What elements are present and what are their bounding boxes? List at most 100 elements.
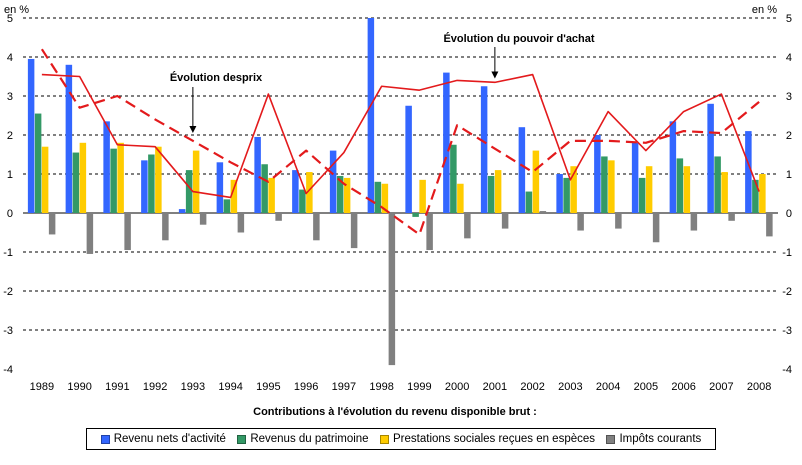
annotations: Évolution du pouvoir d'achat Évolution de…: [170, 32, 595, 134]
legend-entry: Revenu nets d'activité: [100, 433, 226, 445]
bar: [556, 174, 563, 213]
y-tick-label-right: 0: [786, 208, 792, 220]
bar: [79, 142, 87, 213]
x-tick-label: 1996: [294, 381, 318, 393]
line-series: [40, 48, 760, 236]
annotation-arrow-head: [491, 71, 499, 79]
bar: [261, 164, 268, 213]
y-tick-label-left: -1: [3, 247, 13, 259]
bar: [457, 183, 464, 213]
bar: [608, 160, 615, 213]
bar: [336, 175, 344, 213]
x-tick-label: 2007: [709, 381, 733, 393]
legend-entry: Revenus du patrimoine: [237, 433, 369, 445]
legend-label: Prestations sociales reçues en espèces: [393, 433, 596, 445]
bar: [72, 152, 80, 213]
bar: [714, 156, 721, 213]
bar: [299, 189, 306, 213]
bar: [464, 213, 471, 239]
bar: [707, 103, 714, 213]
bar: [745, 131, 752, 213]
bar: [563, 177, 570, 213]
bar: [532, 150, 540, 213]
bar: [313, 213, 320, 241]
bar: [117, 142, 124, 213]
bar: [27, 58, 35, 214]
y-tick-label-right: 5: [786, 13, 792, 25]
bar: [230, 179, 238, 213]
price-evolution-line: [40, 48, 760, 236]
bar: [683, 166, 691, 213]
y-tick-label-right: -4: [782, 364, 792, 376]
y-tick-label-left: -2: [3, 286, 13, 298]
annotation-arrow-head: [189, 126, 197, 134]
x-tick-label: 1995: [256, 381, 280, 393]
bar: [570, 166, 577, 213]
y-tick-label-left: 1: [7, 169, 13, 181]
y-tick-label-right: -3: [782, 325, 792, 337]
x-tick-label: 2008: [747, 381, 771, 393]
bar: [192, 150, 200, 213]
x-tick-label: 1999: [407, 381, 431, 393]
bar: [645, 166, 653, 213]
bar: [329, 150, 337, 213]
bar: [343, 177, 351, 213]
bar: [65, 64, 73, 213]
y-tick-label-right: -2: [782, 286, 792, 298]
bar: [525, 191, 533, 213]
bar: [48, 213, 56, 235]
bar: [306, 172, 313, 213]
bar: [480, 86, 488, 213]
bar: [494, 170, 502, 213]
bar: [676, 158, 684, 213]
bar: [759, 174, 766, 213]
bar: [638, 177, 646, 213]
bar: [374, 181, 382, 213]
annotation-label: Évolution desprix: [170, 71, 263, 84]
bar: [487, 175, 495, 213]
bar: [34, 113, 42, 213]
bar: [110, 148, 117, 213]
bar: [631, 142, 639, 213]
y-tick-label-right: 4: [786, 52, 792, 64]
bar: [381, 183, 389, 213]
bar: [721, 172, 728, 213]
bar: [419, 179, 426, 213]
bar: [162, 213, 169, 241]
bar: [450, 144, 457, 213]
bar: [199, 213, 207, 225]
y-tick-label-left: 2: [7, 130, 13, 142]
bar: [292, 170, 299, 213]
axes: -4 -4 -3 -3 -2 -2 -1 -1 0 0 1 1 2 2 3 3 4 4 5 5 1989 1990 1991…: [3, 13, 792, 393]
bar: [388, 213, 396, 366]
x-tick-label: 1992: [143, 381, 167, 393]
y-tick-label-right: 1: [786, 169, 792, 181]
bar: [539, 211, 547, 213]
y-tick-label-right: 2: [786, 130, 792, 142]
x-tick-label: 1990: [67, 381, 91, 393]
annotation-label: Évolution du pouvoir d'achat: [443, 32, 594, 45]
y-tick-label-left: -3: [3, 325, 13, 337]
bar-series: [27, 18, 773, 366]
bar: [86, 213, 94, 254]
bar: [148, 154, 155, 213]
x-tick-label: 2003: [558, 381, 582, 393]
y-tick-label-left: 4: [7, 52, 13, 64]
legend-label: Impôts courants: [619, 433, 702, 445]
bar: [443, 72, 450, 213]
bar: [690, 213, 698, 231]
legend-entry: Impôts courants: [606, 433, 701, 445]
bar: [412, 213, 419, 217]
bar: [752, 179, 759, 213]
bar: [577, 213, 584, 231]
bar: [103, 121, 110, 213]
x-tick-label: 2001: [483, 381, 507, 393]
bar: [501, 213, 509, 229]
x-tick-label: 1994: [218, 381, 242, 393]
bar: [275, 213, 282, 221]
x-tick-label: 2006: [671, 381, 695, 393]
y-tick-label-left: 0: [7, 208, 13, 220]
legend-label: Revenus du patrimoine: [250, 433, 369, 445]
